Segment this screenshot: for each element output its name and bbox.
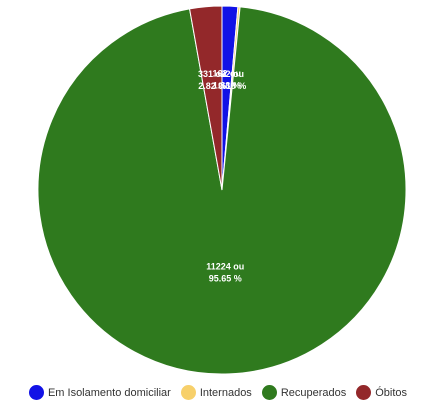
slice-label-value: 11224 ou — [206, 262, 244, 272]
legend-item[interactable]: Recuperados — [261, 385, 347, 400]
pie-slice-3[interactable] — [188, 5, 223, 191]
legend-label: Internados — [199, 386, 252, 399]
slice-label-value: 331 ou — [198, 69, 227, 79]
legend-item[interactable]: Óbitos — [356, 385, 407, 400]
slice-label-percent: 1.38 % — [213, 81, 241, 91]
legend-swatch — [180, 385, 196, 400]
pie-chart: 162 ou 1.38 % 22 ou 0.19 % 11224 ou 95.65 % 33… — [37, 5, 407, 375]
slice-label-value: 162 ou — [213, 69, 242, 79]
legend-swatch — [261, 385, 277, 400]
legend-label: Em Isolamento domiciliar — [47, 386, 171, 399]
legend-swatch — [356, 385, 372, 400]
legend-label: Óbitos — [375, 386, 408, 399]
slice-label-percent: 2.82 % — [198, 81, 226, 91]
legend-item[interactable]: Em Isolamento domiciliar — [28, 385, 171, 400]
slice-label-value: 22 ou — [220, 69, 244, 79]
legend-item[interactable]: Internados — [180, 385, 252, 400]
pie-slice-2[interactable] — [37, 6, 407, 375]
legend-label: Recuperados — [280, 386, 347, 399]
slice-label-percent: 0.19 % — [218, 81, 246, 91]
chart-legend: Em Isolamento domiciliar Internados Recupe… — [0, 384, 436, 401]
slice-label-percent: 95.65 % — [209, 274, 242, 284]
legend-swatch — [28, 385, 44, 400]
